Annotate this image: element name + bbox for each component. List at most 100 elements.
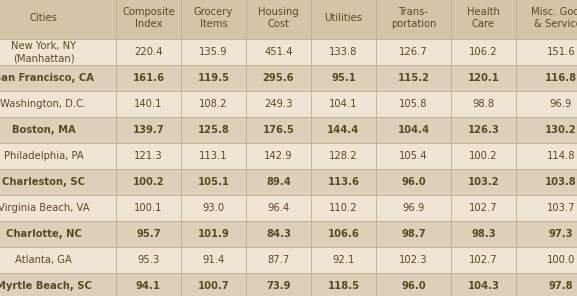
Text: 119.5: 119.5 <box>197 73 230 83</box>
Bar <box>451 143 516 169</box>
Text: 295.6: 295.6 <box>263 73 294 83</box>
Bar <box>116 65 181 91</box>
Bar <box>246 169 311 195</box>
Bar <box>0 0 116 39</box>
Bar <box>516 195 577 221</box>
Text: 126.7: 126.7 <box>399 47 428 57</box>
Text: 114.8: 114.8 <box>547 151 575 161</box>
Text: 161.6: 161.6 <box>133 73 164 83</box>
Bar <box>516 65 577 91</box>
Bar <box>0 91 116 117</box>
Text: 105.8: 105.8 <box>399 99 428 109</box>
Text: Composite
Index: Composite Index <box>122 7 175 29</box>
Text: 142.9: 142.9 <box>264 151 293 161</box>
Text: Boston, MA: Boston, MA <box>12 125 76 135</box>
Bar <box>311 247 376 273</box>
Text: 98.3: 98.3 <box>471 229 496 239</box>
Bar <box>181 273 246 296</box>
Text: 139.7: 139.7 <box>133 125 164 135</box>
Text: San Francisco, CA: San Francisco, CA <box>0 73 93 83</box>
Bar <box>516 221 577 247</box>
Bar <box>311 39 376 65</box>
Text: 93.0: 93.0 <box>203 203 224 213</box>
Text: 451.4: 451.4 <box>264 47 293 57</box>
Text: 105.1: 105.1 <box>197 177 230 187</box>
Text: 121.3: 121.3 <box>134 151 163 161</box>
Text: 102.3: 102.3 <box>399 255 428 265</box>
Text: Housing
Cost: Housing Cost <box>258 7 299 29</box>
Text: Myrtle Beach, SC: Myrtle Beach, SC <box>0 281 91 291</box>
Text: 120.1: 120.1 <box>467 73 500 83</box>
Text: Washington, D.C.: Washington, D.C. <box>1 99 87 109</box>
Text: 106.6: 106.6 <box>328 229 359 239</box>
Bar <box>181 91 246 117</box>
Text: 100.2: 100.2 <box>469 151 498 161</box>
Text: Misc. Goods
& Services: Misc. Goods & Services <box>531 7 577 29</box>
Text: 113.6: 113.6 <box>328 177 359 187</box>
Bar <box>0 169 116 195</box>
Bar <box>516 143 577 169</box>
Text: 140.1: 140.1 <box>134 99 163 109</box>
Bar <box>116 169 181 195</box>
Text: 101.9: 101.9 <box>197 229 230 239</box>
Text: Virginia Beach, VA: Virginia Beach, VA <box>0 203 89 213</box>
Bar <box>451 273 516 296</box>
Bar <box>246 39 311 65</box>
Bar <box>116 91 181 117</box>
Text: 104.3: 104.3 <box>467 281 500 291</box>
Text: 106.2: 106.2 <box>469 47 498 57</box>
Bar <box>246 0 311 39</box>
Text: 108.2: 108.2 <box>199 99 228 109</box>
Text: 98.7: 98.7 <box>401 229 426 239</box>
Text: 115.2: 115.2 <box>398 73 429 83</box>
Bar <box>116 117 181 143</box>
Bar <box>451 65 516 91</box>
Bar <box>181 0 246 39</box>
Bar <box>516 91 577 117</box>
Bar <box>246 143 311 169</box>
Bar <box>181 117 246 143</box>
Bar <box>451 195 516 221</box>
Bar <box>311 91 376 117</box>
Text: 97.3: 97.3 <box>549 229 574 239</box>
Text: 126.3: 126.3 <box>467 125 499 135</box>
Text: 96.0: 96.0 <box>401 177 426 187</box>
Bar <box>0 195 116 221</box>
Text: Atlanta, GA: Atlanta, GA <box>15 255 72 265</box>
Text: 128.2: 128.2 <box>329 151 358 161</box>
Text: 135.9: 135.9 <box>199 47 228 57</box>
Text: 113.1: 113.1 <box>199 151 228 161</box>
Text: 95.1: 95.1 <box>331 73 356 83</box>
Bar <box>181 65 246 91</box>
Text: 84.3: 84.3 <box>266 229 291 239</box>
Text: 130.2: 130.2 <box>545 125 577 135</box>
Text: 103.8: 103.8 <box>545 177 577 187</box>
Bar <box>181 39 246 65</box>
Text: 73.9: 73.9 <box>266 281 291 291</box>
Bar <box>516 169 577 195</box>
Bar <box>376 0 451 39</box>
Bar <box>311 0 376 39</box>
Bar <box>311 273 376 296</box>
Text: 94.1: 94.1 <box>136 281 161 291</box>
Bar <box>451 39 516 65</box>
Bar <box>116 221 181 247</box>
Text: 89.4: 89.4 <box>266 177 291 187</box>
Text: Charleston, SC: Charleston, SC <box>2 177 85 187</box>
Bar <box>376 39 451 65</box>
Text: 97.8: 97.8 <box>549 281 574 291</box>
Text: 100.1: 100.1 <box>134 203 163 213</box>
Bar <box>451 247 516 273</box>
Bar <box>311 117 376 143</box>
Bar <box>516 273 577 296</box>
Text: New York, NY
(Manhattan): New York, NY (Manhattan) <box>11 41 76 63</box>
Text: 110.2: 110.2 <box>329 203 358 213</box>
Bar <box>376 169 451 195</box>
Text: 100.7: 100.7 <box>198 281 229 291</box>
Bar <box>311 195 376 221</box>
Bar <box>116 0 181 39</box>
Text: Trans-
portation: Trans- portation <box>391 7 436 29</box>
Text: 249.3: 249.3 <box>264 99 293 109</box>
Bar <box>516 39 577 65</box>
Bar <box>181 247 246 273</box>
